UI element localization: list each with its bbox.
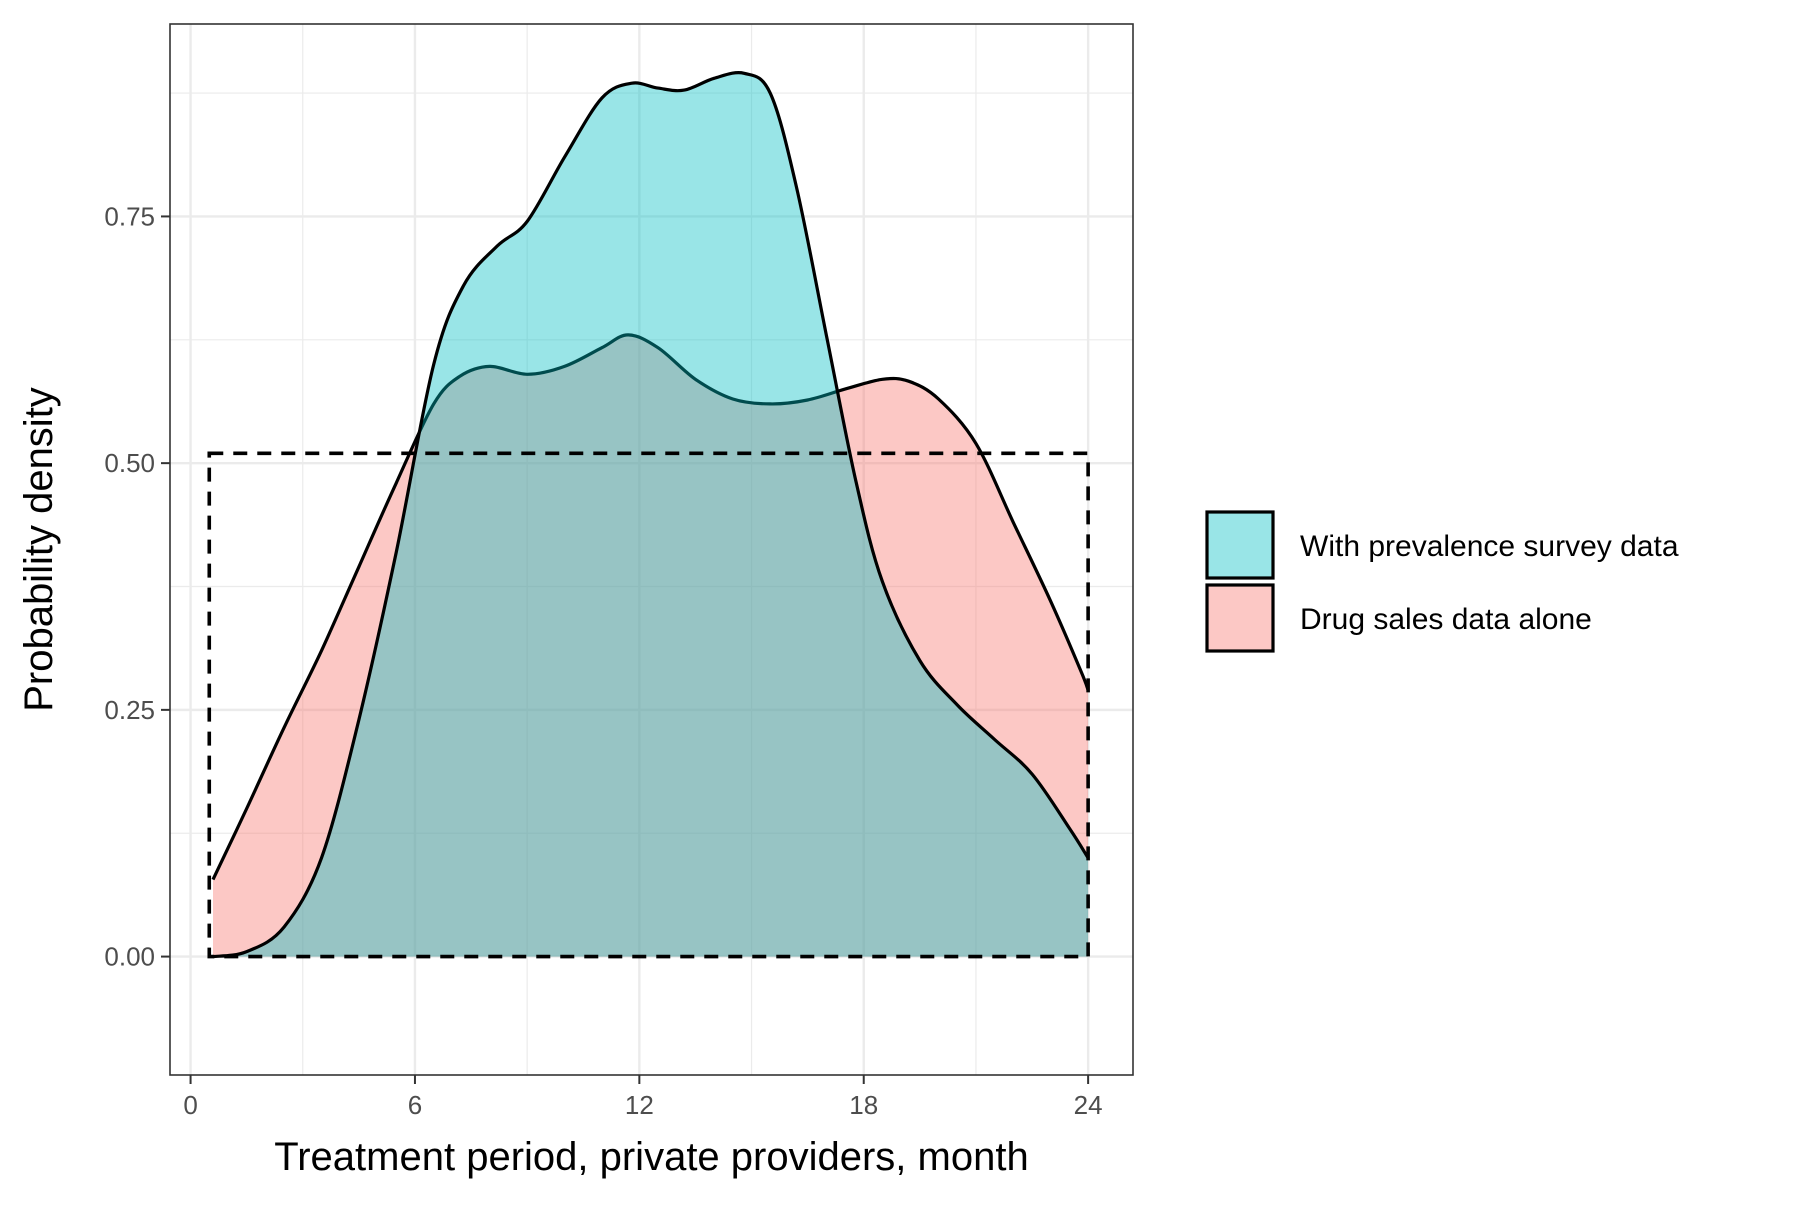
legend-label-drug-sales: Drug sales data alone — [1300, 603, 1592, 636]
legend-key-prevalence — [1205, 510, 1275, 580]
panel-frame-layer — [169, 23, 1134, 1076]
density-area-drug-sales-data-alone — [213, 334, 1089, 957]
density-line-with-prevalence-survey-data — [212, 71, 1090, 959]
reference-box-layer — [207, 451, 1090, 959]
density-line-drug-sales-data-alone — [211, 333, 1090, 881]
axis-layer: 0 6 12 18 24 0.00 0.25 0.50 0.75 — [104, 201, 1102, 1120]
x-axis-title: Treatment period, private providers, mon… — [274, 1135, 1028, 1179]
x-tick-label: 24 — [1074, 1090, 1103, 1120]
x-tick-label: 12 — [625, 1090, 654, 1120]
y-tick-label: 0.25 — [104, 695, 155, 725]
y-tick-label: 0.75 — [104, 201, 155, 231]
x-tick-label: 6 — [408, 1090, 422, 1120]
y-tick-label: 0.50 — [104, 448, 155, 478]
x-tick-label: 18 — [849, 1090, 878, 1120]
legend: With prevalence survey data Drug sales d… — [1205, 510, 1679, 653]
legend-key-drug-sales — [1205, 583, 1275, 653]
legend-label-prevalence: With prevalence survey data — [1300, 530, 1679, 563]
density-area-with-prevalence-survey-data — [213, 72, 1089, 957]
reference-box — [207, 451, 1090, 959]
y-axis-title: Probability density — [17, 387, 61, 712]
panel-border — [169, 23, 1134, 1076]
x-tick-label: 0 — [183, 1090, 197, 1120]
series-layer — [211, 71, 1090, 959]
y-tick-label: 0.00 — [104, 942, 155, 972]
